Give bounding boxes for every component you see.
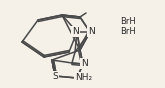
Text: N: N — [81, 59, 88, 68]
Text: N: N — [88, 27, 95, 36]
Text: S: S — [52, 72, 58, 81]
Text: BrH: BrH — [120, 26, 136, 35]
Text: N: N — [72, 27, 79, 36]
Text: NH₂: NH₂ — [75, 73, 93, 83]
Text: BrH: BrH — [120, 18, 136, 26]
